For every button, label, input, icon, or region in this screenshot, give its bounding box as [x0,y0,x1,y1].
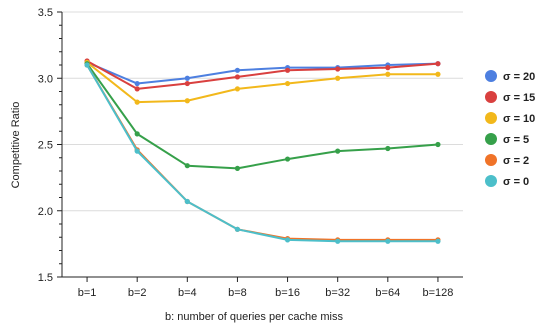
data-point [385,71,391,77]
series-line [86,61,438,104]
y-axis-title: Competitive Ratio [10,102,22,189]
data-point [184,80,190,87]
y-tick-label: 3.0 [38,73,53,85]
series-line [86,60,439,90]
series-5 [84,62,441,244]
data-point [84,62,90,68]
legend-label: σ = 20 [503,71,535,83]
series-line [86,63,439,170]
data-point [335,238,341,244]
y-tick-label: 1.5 [38,272,53,284]
legend-label: σ = 0 [503,176,529,188]
data-point [435,71,441,77]
y-tick-label: 2.5 [38,140,53,152]
data-point [435,61,441,67]
x-axis-ticks: b=1 b=2 b=4 b=8 b=16 b=32 b=64 b=128 [78,277,453,299]
data-point [385,238,391,244]
data-point [234,226,241,232]
data-point [184,98,190,104]
legend-label: σ = 2 [503,155,529,167]
legend-marker [485,175,497,187]
data-point [284,237,291,243]
data-point [284,156,291,162]
series-3 [84,61,441,171]
data-point [335,148,341,154]
data-point [134,131,140,137]
x-tick-label: b=128 [422,287,453,299]
grid-lines [62,11,463,278]
data-point [435,141,441,148]
series-line [86,61,438,85]
data-point [184,198,190,205]
data-point [284,80,291,87]
data-point [184,75,190,81]
data-point [385,65,391,71]
x-tick-label: b=32 [325,287,350,299]
x-tick-label: b=16 [275,287,300,299]
data-point [335,66,341,72]
data-point [134,80,140,87]
legend-marker [485,133,497,145]
data-point [234,74,241,80]
legend-label: σ = 10 [503,113,535,125]
y-tick-label: 2.0 [38,206,53,218]
data-point [234,165,241,171]
y-tick-label: 3.5 [38,7,53,19]
data-point [234,86,241,92]
data-point [335,75,341,81]
legend-marker [485,70,497,82]
y-axis-ticks: 1.5 2.0 2.5 3.0 3.5 [38,7,62,284]
series-2 [84,59,441,105]
data-point [284,67,291,73]
x-tick-label: b=64 [375,287,400,299]
x-axis-title: b: number of queries per cache miss [165,311,343,323]
legend-marker [485,112,497,124]
x-tick-label: b=8 [228,287,247,299]
legend-marker [485,154,497,166]
data-point [184,163,190,169]
legend-marker [485,91,497,103]
data-point [134,99,140,105]
series-1 [84,58,441,92]
data-point [134,148,140,154]
data-series [84,58,441,244]
series-line [86,64,438,243]
legend: σ = 20 σ = 15 σ = 10 σ = 5 σ = 2 σ = 0 [485,70,535,188]
data-point [234,67,241,73]
x-tick-label: b=1 [78,287,97,299]
legend-label: σ = 5 [503,134,529,146]
x-tick-label: b=4 [178,287,197,299]
data-point [385,145,391,152]
data-point [435,238,441,244]
x-tick-label: b=2 [128,287,147,299]
data-point [134,86,140,92]
legend-label: σ = 15 [503,92,535,104]
